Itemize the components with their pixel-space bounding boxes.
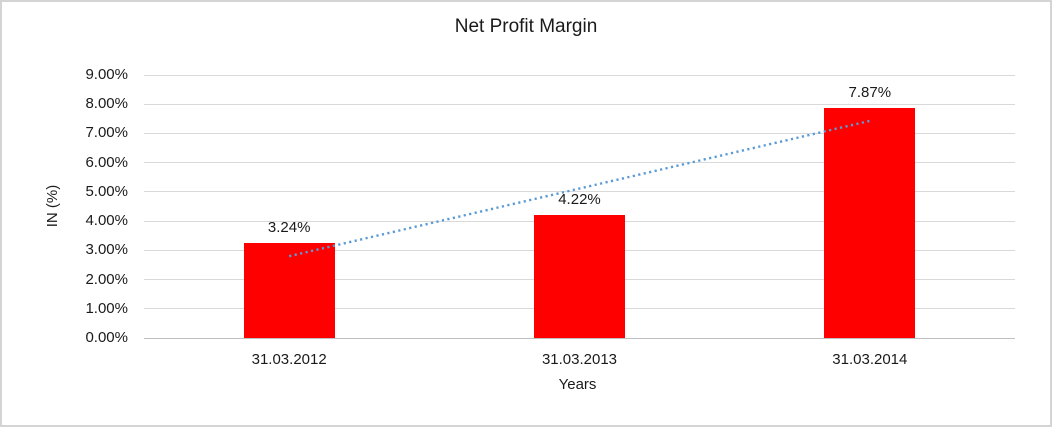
data-label: 3.24% [267, 219, 311, 237]
y-tick-label: 2.00% [85, 270, 128, 288]
gridline [144, 74, 1015, 76]
data-label: 7.87% [848, 84, 892, 102]
bar-31.03.2013 [534, 214, 625, 338]
y-tick-label: 1.00% [85, 299, 128, 317]
chart-title: Net Profit Margin [454, 16, 598, 37]
y-tick-label: 5.00% [85, 182, 128, 200]
x-tick-label: 31.03.2013 [541, 351, 618, 368]
gridline [144, 103, 1015, 105]
y-tick-label: 3.00% [85, 241, 128, 259]
x-axis-line [144, 337, 1015, 339]
y-tick-label: 7.00% [85, 124, 128, 142]
y-tick-label: 0.00% [85, 329, 128, 346]
y-tick-label: 4.00% [85, 212, 128, 230]
y-tick-label: 6.00% [85, 153, 128, 171]
x-tick-label: 31.03.2014 [832, 351, 908, 368]
y-tick-label: 8.00% [85, 95, 128, 113]
y-tick-label: 9.00% [85, 66, 128, 83]
bar-31.03.2012 [243, 243, 335, 338]
data-label: 4.22% [558, 190, 601, 208]
x-axis-title: Years [558, 376, 597, 393]
x-tick-label: 31.03.2012 [251, 351, 327, 368]
bar-31.03.2014 [824, 108, 916, 338]
